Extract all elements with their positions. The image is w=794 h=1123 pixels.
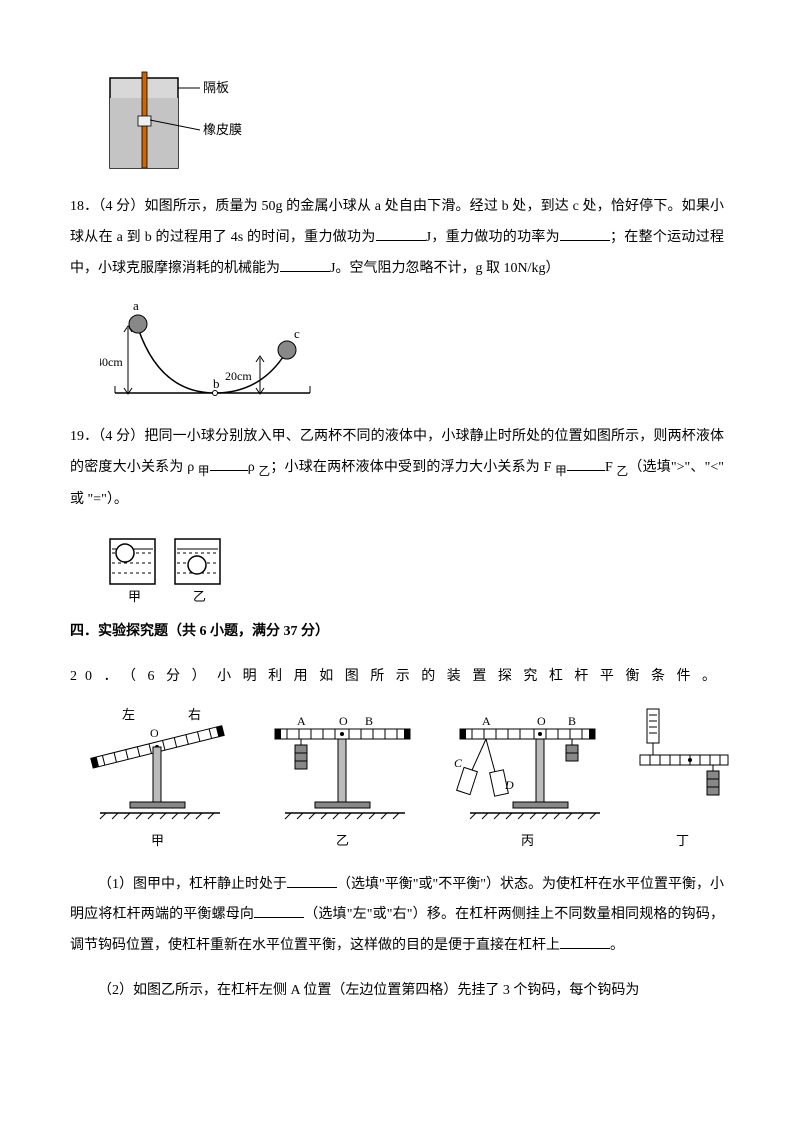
q19-blank1[interactable] bbox=[210, 456, 248, 471]
q18-text: 18．（4 分）如图所示，质量为 50g 的金属小球从 a 处自由下滑。经过 b… bbox=[70, 192, 724, 284]
q20-blank1[interactable] bbox=[287, 873, 337, 888]
fig17-label2: 橡皮膜 bbox=[203, 122, 242, 137]
q18: 18．（4 分）如图所示，质量为 50g 的金属小球从 a 处自由下滑。经过 b… bbox=[70, 192, 724, 408]
q19-mid1: ρ bbox=[248, 460, 259, 475]
q19: 19．（4 分）把同一小球分别放入甲、乙两杯不同的液体中，小球静止时所处的位置如… bbox=[70, 422, 724, 609]
q18-c-label: c bbox=[294, 326, 300, 341]
q20-p2: （2）如图乙所示，在杠杆左侧 A 位置（左边位置第四格）先挂了 3 个钩码，每个… bbox=[70, 976, 724, 1007]
q19-text: 19．（4 分）把同一小球分别放入甲、乙两杯不同的液体中，小球静止时所处的位置如… bbox=[70, 422, 724, 515]
q19-blank2[interactable] bbox=[567, 456, 605, 471]
q19-sub1b: 甲 bbox=[555, 465, 567, 478]
q20-left-label: 左 bbox=[122, 707, 135, 722]
q18-a-label: a bbox=[133, 298, 139, 313]
q19-sub2: 乙 bbox=[258, 465, 270, 478]
q20-blank3[interactable] bbox=[560, 934, 610, 949]
q20-right-label: 右 bbox=[188, 707, 201, 722]
q20-bing-caption: 丙 bbox=[450, 827, 605, 856]
q20-yi-A: A bbox=[297, 714, 306, 728]
q20-jia-caption: 甲 bbox=[80, 827, 235, 856]
q19-mid2: ；小球在两杯液体中受到的浮力大小关系为 F bbox=[270, 460, 555, 475]
q18-blank3[interactable] bbox=[280, 257, 330, 272]
q20-p1a: （1）图甲中，杠杆静止时处于 bbox=[98, 877, 287, 892]
q20-p1d: 。 bbox=[610, 938, 624, 953]
q20-p1: （1）图甲中，杠杆静止时处于（选填"平衡"或"不平衡"）状态。为使杠杆在水平位置… bbox=[70, 870, 724, 962]
fig17-svg: 隔板 橡皮膜 bbox=[100, 68, 260, 178]
q19-label-yi: 乙 bbox=[193, 589, 206, 604]
q20-yi-caption: 乙 bbox=[265, 827, 420, 856]
q20-ding-caption: 丁 bbox=[635, 827, 730, 856]
q20-bing-D: D bbox=[504, 778, 514, 792]
q20-bing-O: O bbox=[537, 714, 546, 728]
q19-diagram: 甲 乙 bbox=[100, 529, 724, 609]
fig17-container: 隔板 橡皮膜 bbox=[100, 68, 724, 178]
q20-stem: 20．（6分）小明利用如图所示的装置探究杠杆平衡条件。 bbox=[70, 662, 724, 693]
q20-bing-A: A bbox=[482, 714, 491, 728]
fig17-label1: 隔板 bbox=[203, 80, 229, 95]
q18-diagram: a b c 40cm 20cm bbox=[100, 298, 724, 408]
q20-fig-bing: A O B C D 丙 bbox=[450, 707, 605, 856]
q19-label-jia: 甲 bbox=[128, 589, 141, 604]
q18-h1: 40cm bbox=[100, 355, 123, 369]
q18-h2: 20cm bbox=[225, 369, 252, 383]
q20-diagrams: 左 右 O 甲 bbox=[80, 707, 724, 856]
q20: 20．（6分）小明利用如图所示的装置探究杠杆平衡条件。 左 右 O bbox=[70, 662, 724, 1007]
q19-mid3: F bbox=[605, 460, 616, 475]
q18-b-label: b bbox=[213, 376, 220, 391]
q19-sub1: 甲 bbox=[198, 465, 210, 478]
q18-blank2[interactable] bbox=[560, 226, 610, 241]
q18-mid1: J，重力做功的功率为 bbox=[426, 230, 560, 245]
q19-sub2b: 乙 bbox=[616, 465, 628, 478]
q20-blank2[interactable] bbox=[254, 903, 304, 918]
section4-title: 四．实验探究题（共 6 小题，满分 37 分） bbox=[70, 617, 724, 648]
q20-fig-ding: 丁 bbox=[635, 707, 730, 856]
q20-yi-B: B bbox=[365, 714, 373, 728]
q20-fig-yi: A O B 乙 bbox=[265, 707, 420, 856]
q20-bing-C: C bbox=[454, 756, 463, 770]
q18-blank1[interactable] bbox=[376, 226, 426, 241]
q20-yi-O: O bbox=[339, 714, 348, 728]
q20-bing-B: B bbox=[568, 714, 576, 728]
q20-jia-O: O bbox=[150, 726, 159, 740]
q20-fig-jia: 左 右 O 甲 bbox=[80, 707, 235, 856]
q18-tail: J。空气阻力忽略不计，g 取 10N/kg） bbox=[330, 261, 559, 276]
